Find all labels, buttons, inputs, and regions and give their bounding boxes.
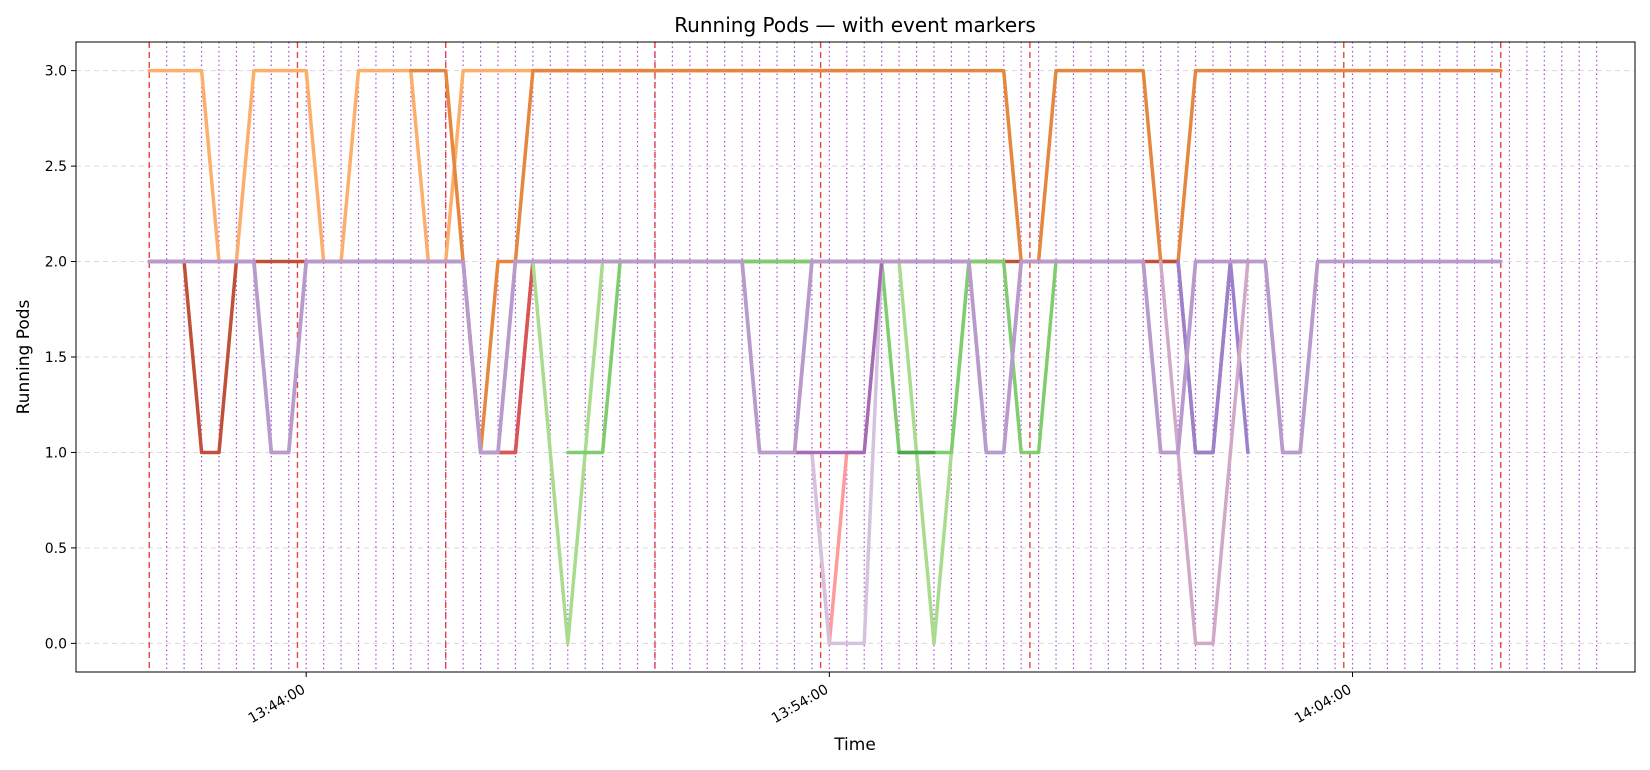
y-tick-label: 3.0 — [45, 64, 67, 80]
y-tick-label: 2.0 — [45, 255, 67, 271]
x-axis-label: Time — [833, 735, 876, 755]
series-layer — [147, 68, 1503, 646]
series-line-9 — [810, 259, 884, 646]
series-line-11 — [1176, 259, 1250, 455]
y-tick-label: 1.0 — [45, 445, 67, 461]
event-marker-layer — [148, 42, 1598, 672]
y-axis-label: Running Pods — [14, 299, 34, 414]
y-tick-label: 0.0 — [45, 636, 67, 652]
y-tick-label: 0.5 — [45, 541, 67, 557]
chart-title: Running Pods — with event markers — [674, 13, 1036, 37]
series-line-10 — [792, 259, 884, 455]
y-axis: 0.0 0.5 1.0 1.5 2.0 2.5 3.0 — [45, 64, 76, 652]
series-line-13 — [147, 259, 1503, 455]
y-tick-label: 1.5 — [45, 350, 67, 366]
series-line-12 — [1158, 259, 1250, 646]
y-tick-label: 2.5 — [45, 159, 67, 175]
